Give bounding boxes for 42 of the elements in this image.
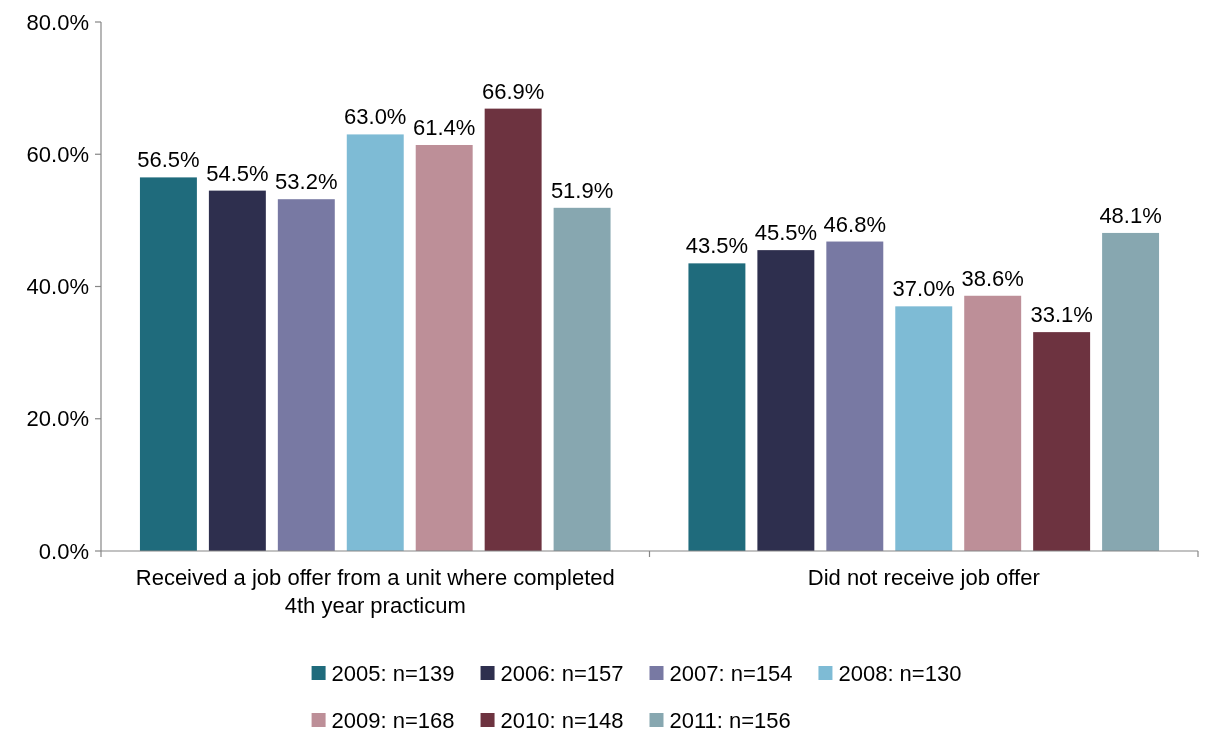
bar bbox=[484, 108, 542, 551]
legend-label: 2005: n=139 bbox=[331, 660, 455, 686]
y-tick-label: 20.0% bbox=[26, 406, 89, 432]
legend-label: 2009: n=168 bbox=[331, 707, 455, 733]
legend-label: 2010: n=148 bbox=[500, 707, 624, 733]
y-tick-label: 60.0% bbox=[26, 141, 89, 167]
bar bbox=[964, 295, 1022, 551]
data-label: 54.5% bbox=[206, 160, 269, 186]
bar bbox=[1102, 232, 1160, 551]
data-label: 43.5% bbox=[685, 233, 749, 259]
legend-label: 2007: n=154 bbox=[669, 660, 793, 686]
data-label: 37.0% bbox=[892, 276, 955, 302]
bar bbox=[208, 190, 266, 551]
y-tick-label: 80.0% bbox=[26, 9, 89, 35]
data-label: 45.5% bbox=[754, 220, 818, 246]
legend-label: 2006: n=157 bbox=[500, 660, 624, 686]
bar bbox=[346, 134, 404, 551]
data-label: 61.4% bbox=[413, 114, 476, 140]
bar bbox=[277, 199, 335, 551]
bar bbox=[415, 144, 473, 551]
data-label: 56.5% bbox=[137, 147, 200, 173]
data-label: 66.9% bbox=[481, 78, 545, 104]
bar bbox=[757, 250, 815, 551]
legend-label: 2008: n=130 bbox=[838, 660, 962, 686]
data-label: 51.9% bbox=[550, 177, 614, 203]
bar bbox=[826, 241, 884, 551]
data-label: 33.1% bbox=[1030, 302, 1093, 328]
bar bbox=[688, 263, 746, 551]
data-label: 38.6% bbox=[961, 265, 1024, 291]
data-label: 46.8% bbox=[823, 211, 886, 237]
data-label: 48.1% bbox=[1099, 202, 1162, 228]
legend-label: 2011: n=156 bbox=[669, 707, 791, 733]
bar bbox=[1033, 332, 1091, 551]
bar bbox=[553, 207, 611, 551]
y-tick-label: 0.0% bbox=[38, 538, 89, 564]
y-tick-label: 40.0% bbox=[26, 274, 89, 300]
data-label: 63.0% bbox=[344, 104, 407, 130]
data-label: 53.2% bbox=[275, 169, 338, 195]
bar bbox=[139, 177, 197, 551]
x-tick-label: Received a job offer from a unit where completed 4th year practicum bbox=[135, 565, 615, 618]
bar bbox=[895, 306, 953, 551]
x-tick-label: Did not receive job offer bbox=[807, 565, 1040, 590]
